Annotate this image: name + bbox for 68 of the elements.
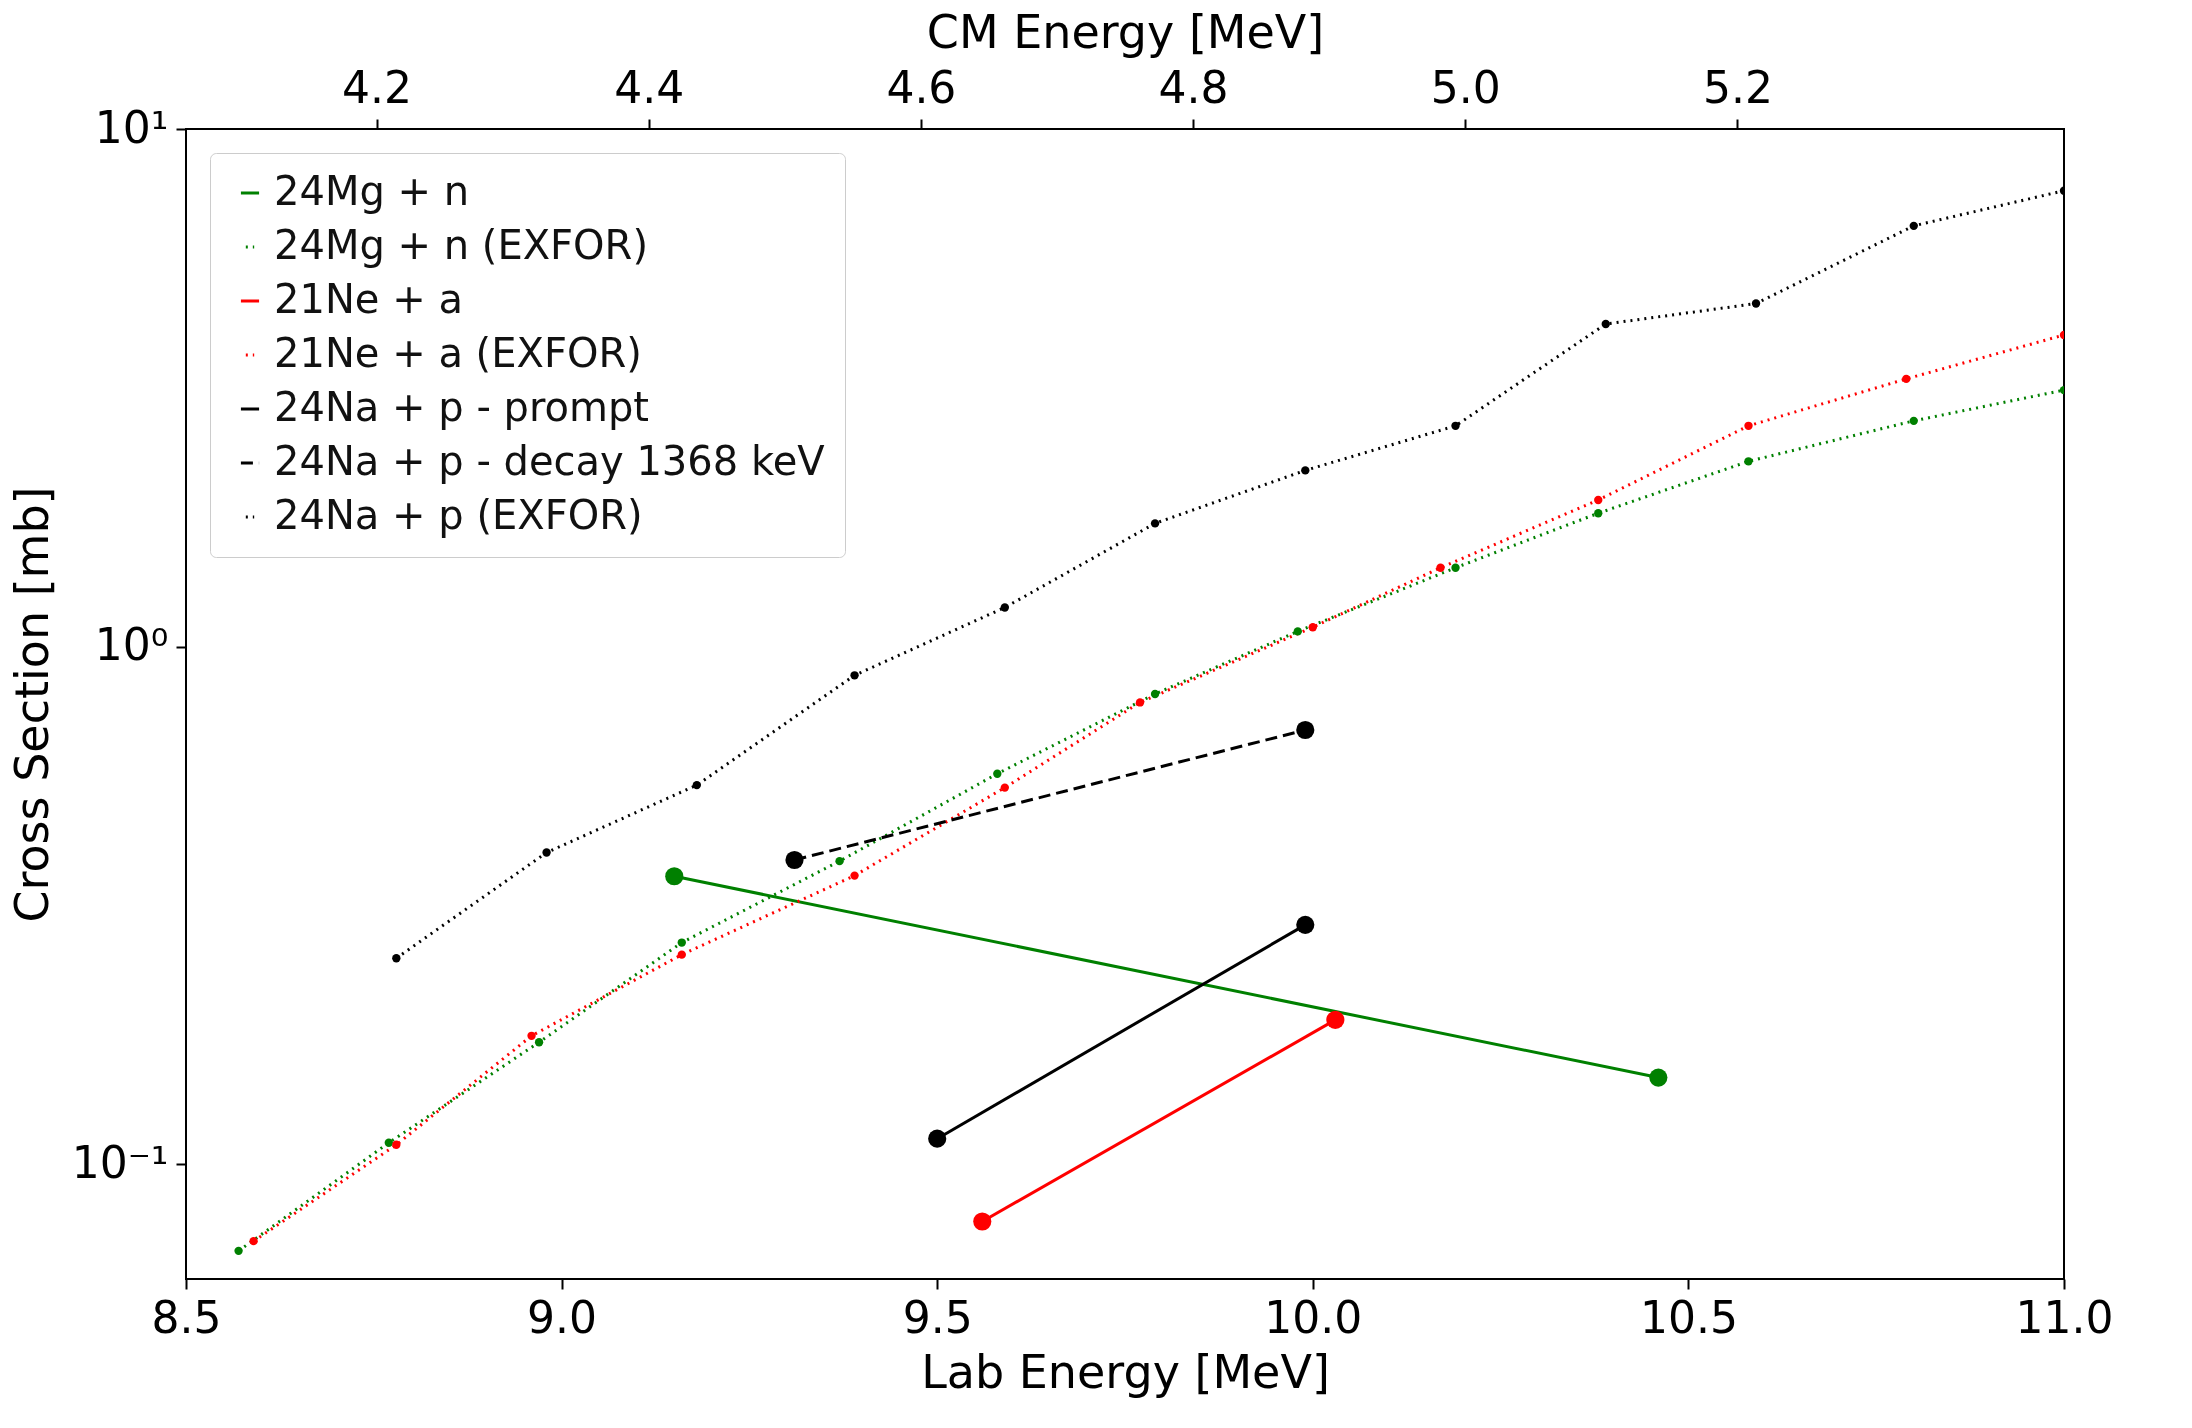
point	[1436, 563, 1445, 572]
point	[534, 1038, 544, 1047]
x-tick-label: 8.5	[151, 1291, 222, 1343]
point	[1326, 1010, 1345, 1029]
point	[1296, 720, 1315, 740]
point	[850, 671, 859, 680]
point	[1150, 689, 1160, 699]
point	[1744, 457, 1753, 466]
y-tick-label: 10⁰	[94, 619, 169, 671]
point	[677, 938, 686, 947]
x2-tick-label: 4.8	[1158, 61, 1229, 113]
legend-label: 24Mg + n (EXFOR)	[274, 222, 648, 268]
point	[1451, 421, 1460, 431]
point	[392, 1140, 401, 1149]
point	[1601, 319, 1610, 329]
point	[850, 871, 859, 880]
point	[1909, 221, 1918, 231]
point	[384, 1138, 394, 1147]
point	[1296, 915, 1315, 934]
point	[527, 1031, 536, 1040]
point	[234, 1246, 243, 1256]
legend-label: 24Na + p - decay 1368 keV	[274, 438, 826, 484]
point	[392, 954, 401, 963]
point	[785, 850, 804, 870]
point	[1000, 783, 1009, 792]
point	[1301, 466, 1310, 475]
x2-tick-label: 4.6	[886, 61, 957, 113]
legend-label: 24Na + p (EXFOR)	[274, 492, 643, 538]
y-tick-label: 10¹	[94, 101, 169, 153]
point	[677, 950, 686, 959]
point	[835, 856, 844, 866]
x2-tick-label: 4.2	[342, 61, 413, 113]
point	[1308, 623, 1317, 632]
point	[249, 1236, 258, 1246]
point	[1451, 563, 1460, 572]
point	[993, 769, 1002, 778]
y-axis-title: Cross Section [mb]	[4, 486, 59, 923]
legend-label: 21Ne + a	[274, 276, 463, 322]
legend-label: 21Ne + a (EXFOR)	[274, 330, 642, 376]
y-tick-label: 10⁻¹	[71, 1136, 169, 1188]
point	[928, 1129, 947, 1148]
point	[1909, 416, 1918, 426]
x-tick-label: 10.0	[1264, 1291, 1363, 1343]
x2-tick-label: 4.4	[614, 61, 685, 113]
legend-label: 24Na + p - prompt	[274, 384, 649, 430]
point	[1594, 495, 1603, 505]
point	[1150, 519, 1160, 528]
point	[665, 867, 684, 886]
point	[1744, 421, 1753, 431]
x-tick-label: 11.0	[2015, 1291, 2114, 1343]
point	[692, 780, 701, 790]
point	[1751, 299, 1761, 308]
point	[1594, 509, 1603, 518]
x2-tick-label: 5.0	[1430, 61, 1501, 113]
point	[1135, 698, 1145, 707]
x2-axis-title: CM Energy [MeV]	[926, 4, 1325, 59]
x-tick-label: 9.5	[902, 1291, 973, 1343]
point	[1902, 374, 1911, 384]
point	[542, 848, 551, 857]
x-axis-title: Lab Energy [MeV]	[921, 1344, 1330, 1399]
x2-tick-label: 5.2	[1702, 61, 1773, 113]
x-tick-label: 10.5	[1639, 1291, 1738, 1343]
point	[1293, 627, 1302, 636]
point	[973, 1212, 992, 1231]
point	[1649, 1068, 1668, 1087]
point	[1000, 603, 1009, 612]
legend-label: 24Mg + n	[274, 168, 470, 214]
x-tick-label: 9.0	[527, 1291, 598, 1343]
